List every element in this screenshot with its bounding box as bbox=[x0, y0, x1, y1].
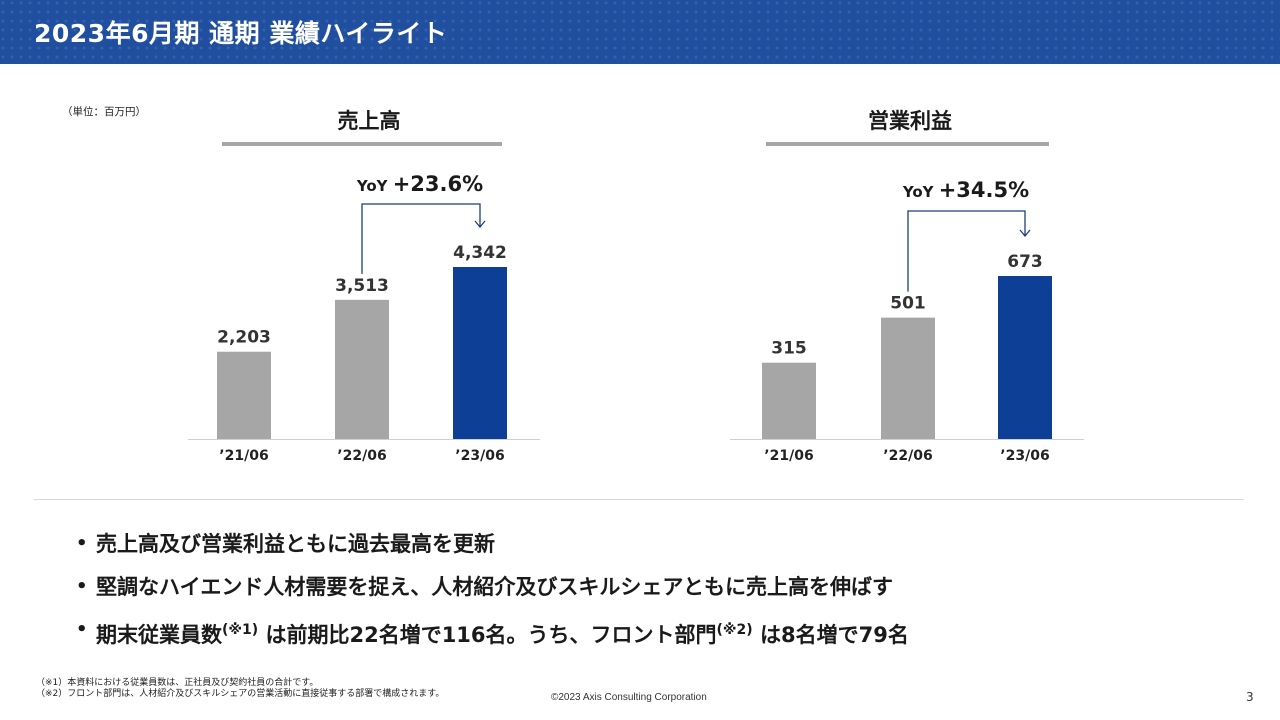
chart-title: 営業利益 bbox=[868, 109, 952, 133]
chart-title-underline bbox=[766, 142, 1049, 146]
bullet-item: 売上高及び営業利益ともに過去最高を更新 bbox=[76, 528, 909, 571]
page-number: 3 bbox=[1246, 690, 1254, 704]
bullet-text-pre: 期末従業員数 bbox=[96, 623, 222, 647]
bar-value-label: 3,513 bbox=[335, 276, 389, 296]
bullet-item: 堅調なハイエンド人材需要を捉え、人材紹介及びスキルシェアともに売上高を伸ばす bbox=[76, 571, 909, 614]
yoy-prefix: YoY bbox=[356, 177, 393, 195]
yoy-value: +23.6% bbox=[393, 172, 483, 196]
x-tick-label: ’21/06 bbox=[219, 448, 268, 464]
bar-value-label: 4,342 bbox=[453, 243, 507, 263]
bar bbox=[881, 317, 935, 439]
bar-charts: 売上高 2,203 ’21/06 3,513 ’22/06 4,342 ’23/06 YoY … bbox=[188, 109, 1084, 464]
bar bbox=[453, 267, 507, 439]
footnotes: （※1）本資料における従業員数は、正社員及び契約社員の合計です。 （※2）フロン… bbox=[36, 678, 444, 700]
chart-baseline bbox=[188, 439, 540, 440]
footnote-2: （※2）フロント部門は、人材紹介及びスキルシェアの営業活動に直接従事する部署で構… bbox=[36, 689, 445, 699]
bullet-text: 売上高及び営業利益ともに過去最高を更新 bbox=[96, 532, 495, 556]
x-tick-label: ’22/06 bbox=[883, 448, 932, 464]
footnote-ref-2: (※2) bbox=[716, 622, 753, 638]
chart-title: 売上高 bbox=[338, 109, 401, 133]
x-tick-label: ’22/06 bbox=[337, 448, 386, 464]
bullet-item: 期末従業員数(※1) は前期比22名増で116名。うち、フロント部門(※2) は… bbox=[76, 614, 909, 657]
x-tick-label: ’23/06 bbox=[455, 448, 504, 464]
yoy-label: YoY +23.6% bbox=[356, 172, 483, 196]
bar-value-label: 673 bbox=[1007, 252, 1043, 272]
chart-baseline bbox=[730, 439, 1084, 440]
footnote-ref-1: (※1) bbox=[222, 622, 259, 638]
bullet-text: 堅調なハイエンド人材需要を捉え、人材紹介及びスキルシェアともに売上高を伸ばす bbox=[96, 575, 893, 599]
chart-title-underline bbox=[222, 142, 502, 146]
header-bar: 2023年6月期 通期 業績ハイライト bbox=[0, 0, 1280, 64]
bar-value-label: 2,203 bbox=[217, 328, 271, 348]
footnote-1: （※1）本資料における従業員数は、正社員及び契約社員の合計です。 bbox=[36, 678, 319, 688]
yoy-bracket bbox=[361, 203, 481, 274]
bar bbox=[217, 351, 271, 439]
section-divider bbox=[34, 499, 1244, 500]
yoy-label: YoY +34.5% bbox=[902, 178, 1029, 202]
page-title: 2023年6月期 通期 業績ハイライト bbox=[34, 19, 448, 48]
copyright: ©2023 Axis Consulting Corporation bbox=[551, 692, 707, 703]
x-tick-label: ’23/06 bbox=[1000, 448, 1049, 464]
yoy-bracket bbox=[907, 210, 1026, 292]
bar bbox=[335, 299, 389, 439]
bar bbox=[998, 276, 1052, 439]
bullet-text-mid: は前期比22名増で116名。うち、フロント部門 bbox=[258, 623, 717, 647]
yoy-value: +34.5% bbox=[939, 178, 1029, 202]
x-tick-label: ’21/06 bbox=[764, 448, 813, 464]
unit-label: （単位：百万円） bbox=[62, 106, 146, 118]
bullet-text-post: は8名増で79名 bbox=[752, 623, 909, 647]
yoy-prefix: YoY bbox=[902, 183, 939, 201]
yoy-arrowhead bbox=[1019, 229, 1031, 238]
bar-value-label: 501 bbox=[890, 294, 926, 314]
highlight-bullets: 売上高及び営業利益ともに過去最高を更新 堅調なハイエンド人材需要を捉え、人材紹介… bbox=[76, 528, 909, 657]
bar-value-label: 315 bbox=[771, 339, 807, 359]
yoy-arrowhead bbox=[474, 220, 486, 229]
bar bbox=[762, 362, 816, 439]
